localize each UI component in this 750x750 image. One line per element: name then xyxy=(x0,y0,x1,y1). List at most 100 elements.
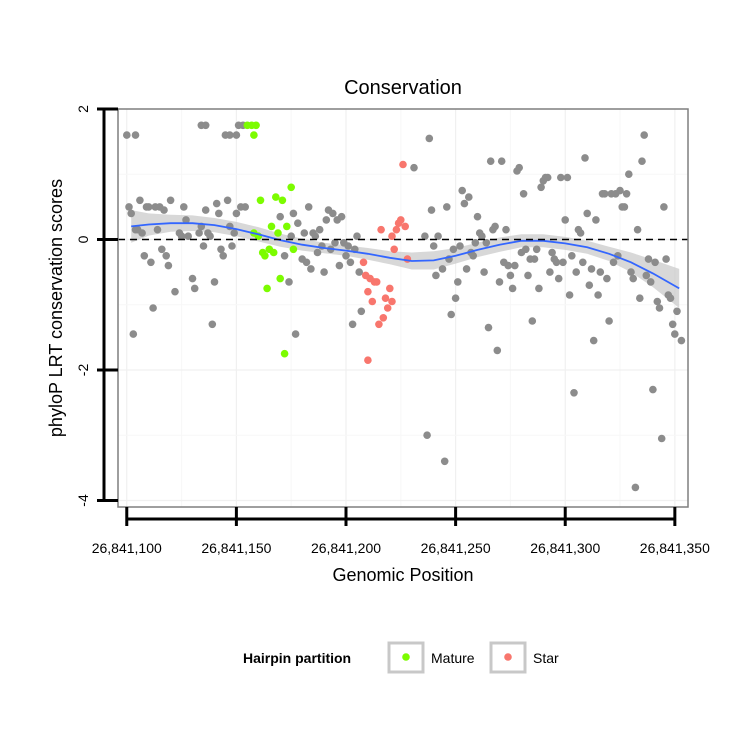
point-other xyxy=(421,232,429,240)
point-other xyxy=(177,232,186,240)
point-mature xyxy=(252,121,260,130)
point-other xyxy=(136,196,144,205)
grid-lines xyxy=(118,108,688,507)
point-other xyxy=(504,261,512,270)
point-other xyxy=(625,170,633,178)
point-other xyxy=(581,154,589,162)
point-star xyxy=(388,232,396,240)
y-axis-title: phyloP LRT conservation scores xyxy=(46,179,66,437)
point-other xyxy=(620,203,629,211)
point-other xyxy=(629,274,637,283)
point-other xyxy=(570,389,578,397)
point-other xyxy=(322,216,331,224)
point-other xyxy=(199,242,208,250)
smooth-line xyxy=(131,222,680,290)
legend: Hairpin partition Mature Star xyxy=(243,641,559,674)
point-other xyxy=(653,297,662,306)
point-other xyxy=(353,232,361,240)
point-other xyxy=(125,203,133,211)
point-other xyxy=(671,330,679,338)
point-other xyxy=(502,225,510,234)
point-other xyxy=(473,212,482,221)
point-other xyxy=(449,245,458,254)
point-other xyxy=(563,173,572,182)
legend-label-star: Star xyxy=(533,650,559,666)
point-other xyxy=(232,209,241,218)
point-other xyxy=(655,304,664,312)
point-other xyxy=(636,294,644,303)
point-other xyxy=(497,157,506,165)
point-star xyxy=(359,258,368,267)
point-other xyxy=(291,330,300,338)
point-other xyxy=(276,212,285,221)
x-tick-label: 26,841,350 xyxy=(640,540,710,556)
point-other xyxy=(129,330,138,338)
point-mature xyxy=(267,222,276,231)
x-tick-label: 26,841,300 xyxy=(530,540,600,556)
point-other xyxy=(313,248,322,257)
point-star xyxy=(399,160,407,169)
point-other xyxy=(208,320,217,329)
point-other xyxy=(585,281,594,290)
point-mature xyxy=(289,245,298,254)
point-other xyxy=(471,239,480,247)
point-other xyxy=(559,258,567,267)
point-other xyxy=(651,258,659,267)
point-other xyxy=(528,317,537,325)
y-tick-label: -2 xyxy=(75,364,91,377)
point-mature xyxy=(269,248,278,257)
point-other xyxy=(633,225,642,234)
point-other xyxy=(587,265,596,273)
point-mature xyxy=(256,196,265,205)
point-other xyxy=(201,121,210,130)
point-other xyxy=(554,274,563,283)
point-star xyxy=(383,304,392,312)
x-tick-label: 26,841,100 xyxy=(92,540,162,556)
point-star xyxy=(392,225,401,234)
point-other xyxy=(627,268,635,276)
point-other xyxy=(289,209,298,218)
point-other xyxy=(162,252,170,260)
point-other xyxy=(331,239,339,247)
point-other xyxy=(605,317,613,325)
point-other xyxy=(552,258,561,267)
point-other xyxy=(195,229,203,237)
point-other xyxy=(579,258,587,267)
point-other xyxy=(508,284,517,293)
point-other xyxy=(127,209,135,218)
point-star xyxy=(386,284,394,293)
point-other xyxy=(140,252,149,260)
point-other xyxy=(171,287,179,296)
point-other xyxy=(188,274,197,283)
point-other xyxy=(622,190,631,198)
point-other xyxy=(644,255,653,263)
point-other xyxy=(522,245,530,254)
point-other xyxy=(212,199,221,208)
point-other xyxy=(232,131,241,139)
point-other xyxy=(210,278,219,286)
point-other xyxy=(572,268,580,276)
point-other xyxy=(144,203,153,211)
point-other xyxy=(410,163,418,172)
point-other xyxy=(537,183,545,192)
legend-dot-star xyxy=(504,653,512,661)
point-other xyxy=(153,225,162,234)
point-other xyxy=(346,258,355,267)
x-tick-label: 26,841,250 xyxy=(421,540,491,556)
point-other xyxy=(462,265,471,273)
point-other xyxy=(432,271,440,280)
point-other xyxy=(638,157,646,165)
point-other xyxy=(657,434,666,443)
point-other xyxy=(660,203,668,211)
point-other xyxy=(147,258,155,267)
point-mature xyxy=(272,193,280,201)
point-other xyxy=(482,239,491,247)
points-layer xyxy=(123,121,686,492)
point-other xyxy=(315,225,324,234)
point-star xyxy=(379,314,388,322)
point-mature xyxy=(287,183,296,192)
point-other xyxy=(294,219,302,227)
point-other xyxy=(164,261,173,270)
point-other xyxy=(511,261,519,270)
point-other xyxy=(342,252,350,260)
